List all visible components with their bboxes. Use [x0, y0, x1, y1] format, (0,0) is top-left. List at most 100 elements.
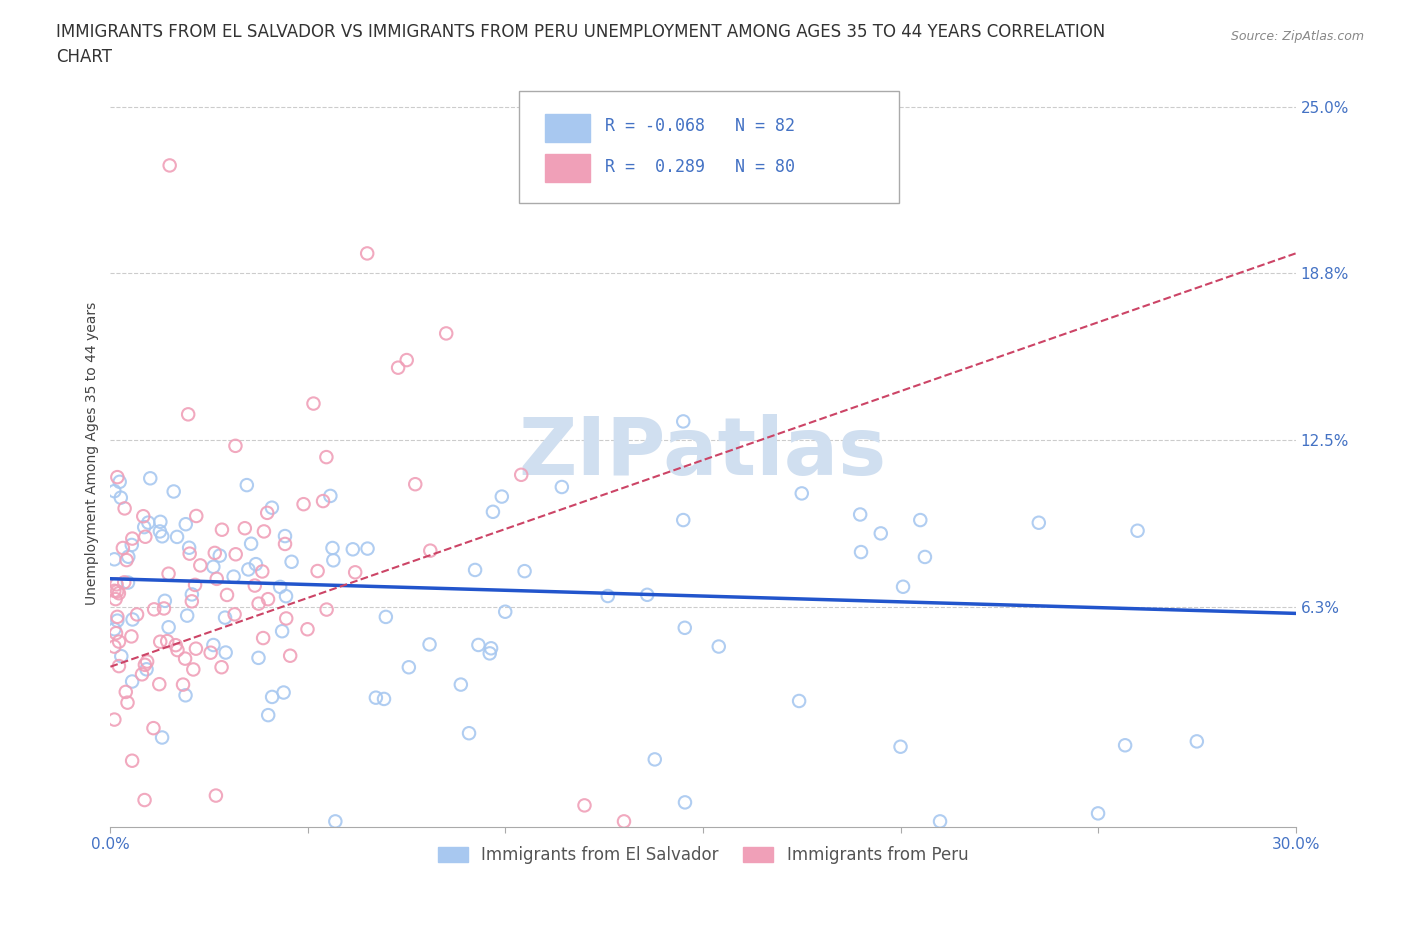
Point: [252, 564, 274, 578]
Point: [134, 792, 156, 807]
Text: IMMIGRANTS FROM EL SALVADOR VS IMMIGRANTS FROM PERU UNEMPLOYMENT AMONG AGES 35 T: IMMIGRANTS FROM EL SALVADOR VS IMMIGRANT…: [56, 23, 1105, 41]
Point: [108, 634, 131, 649]
Point: [104, 591, 127, 606]
Point: [419, 543, 441, 558]
Point: [672, 414, 695, 429]
Point: [166, 643, 188, 658]
Point: [262, 689, 284, 704]
Point: [157, 566, 180, 581]
Point: [849, 507, 872, 522]
Point: [114, 501, 136, 516]
Point: [1087, 806, 1109, 821]
Point: [344, 565, 367, 579]
Point: [319, 488, 342, 503]
Point: [112, 575, 135, 590]
Point: [374, 609, 396, 624]
Point: [105, 577, 128, 591]
Point: [205, 788, 228, 803]
Point: [184, 642, 207, 657]
Point: [364, 690, 387, 705]
Point: [513, 564, 536, 578]
Point: [215, 645, 238, 660]
Point: [224, 438, 246, 453]
Point: [211, 523, 233, 538]
Point: [297, 622, 319, 637]
Point: [673, 795, 696, 810]
Point: [274, 589, 297, 604]
Point: [103, 712, 125, 727]
Point: [707, 639, 730, 654]
Point: [211, 659, 233, 674]
Point: [574, 798, 596, 813]
Point: [325, 814, 347, 829]
Point: [134, 658, 156, 672]
Point: [929, 814, 952, 829]
Point: [849, 545, 872, 560]
Point: [225, 547, 247, 562]
Point: [1028, 515, 1050, 530]
Point: [117, 550, 139, 565]
Point: [312, 494, 335, 509]
Point: [233, 521, 256, 536]
Point: [181, 662, 204, 677]
Point: [257, 591, 280, 606]
Point: [208, 548, 231, 563]
Point: [142, 721, 165, 736]
Point: [356, 541, 378, 556]
Point: [110, 490, 132, 505]
Point: [273, 685, 295, 700]
Point: [236, 478, 259, 493]
Point: [121, 531, 143, 546]
Point: [103, 583, 125, 598]
Point: [115, 552, 138, 567]
Point: [180, 587, 202, 602]
Point: [120, 629, 142, 644]
Point: [135, 662, 157, 677]
Point: [889, 739, 911, 754]
Point: [117, 575, 139, 590]
Point: [103, 484, 125, 498]
Point: [108, 658, 131, 673]
Point: [479, 641, 502, 656]
Point: [134, 520, 156, 535]
Point: [356, 246, 378, 260]
Point: [482, 504, 505, 519]
Text: Source: ZipAtlas.com: Source: ZipAtlas.com: [1230, 30, 1364, 43]
Bar: [546, 113, 591, 142]
Point: [103, 622, 125, 637]
Point: [257, 708, 280, 723]
Point: [434, 326, 457, 341]
Bar: [546, 154, 591, 182]
Point: [150, 730, 173, 745]
Point: [121, 538, 143, 552]
Point: [184, 578, 207, 592]
Point: [157, 619, 180, 634]
Point: [177, 407, 200, 422]
Point: [136, 654, 159, 669]
Text: ZIPatlas: ZIPatlas: [519, 415, 887, 492]
Point: [139, 471, 162, 485]
Point: [478, 646, 501, 661]
Point: [644, 752, 666, 767]
Point: [256, 505, 278, 520]
Point: [149, 524, 172, 538]
Point: [419, 637, 441, 652]
Point: [205, 571, 228, 586]
Point: [117, 696, 139, 711]
Point: [174, 651, 197, 666]
Point: [260, 500, 283, 515]
Point: [510, 468, 533, 483]
Point: [891, 579, 914, 594]
Point: [302, 396, 325, 411]
Point: [292, 497, 315, 512]
Point: [174, 517, 197, 532]
Point: [243, 578, 266, 593]
Point: [280, 554, 302, 569]
Point: [179, 540, 201, 555]
Point: [165, 638, 187, 653]
Text: CHART: CHART: [56, 48, 112, 66]
Point: [494, 604, 516, 619]
Point: [180, 594, 202, 609]
Point: [108, 474, 131, 489]
Point: [321, 540, 343, 555]
